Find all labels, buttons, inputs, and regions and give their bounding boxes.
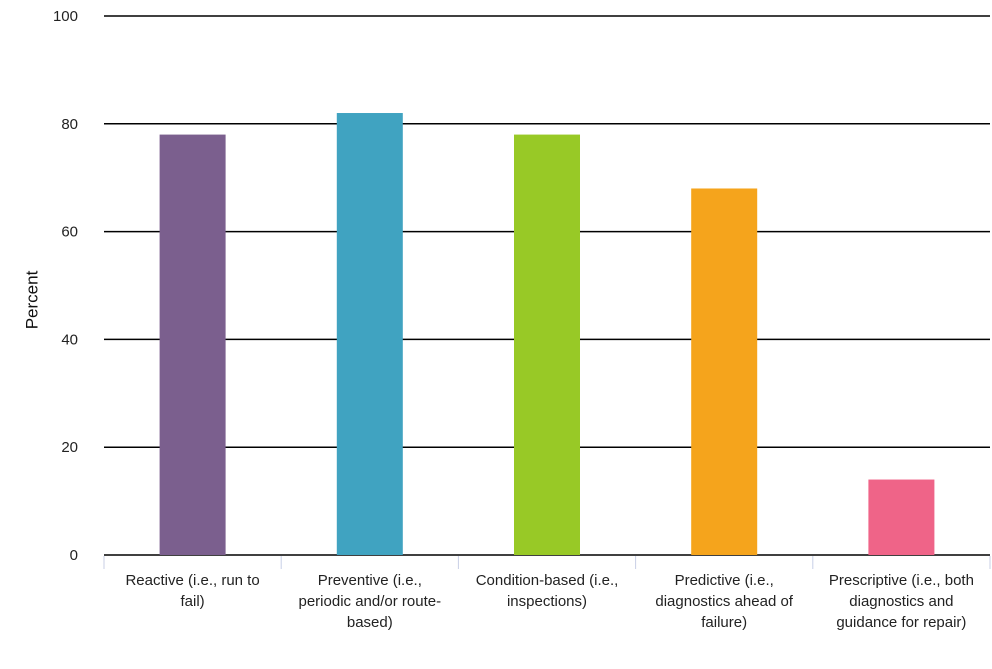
- bar-2: [336, 113, 403, 556]
- y-tick-label-80: 80: [61, 116, 78, 133]
- x-tick-marks: [103, 556, 991, 569]
- y-tick-label-60: 60: [61, 224, 78, 241]
- y-axis-label: Percent: [22, 270, 41, 330]
- bar-1: [159, 134, 226, 555]
- y-tick-label-100: 100: [53, 8, 78, 25]
- x-tick-label-4: Predictive (i.e., diagnostics ahead of f…: [655, 572, 793, 631]
- bar-5: [868, 479, 935, 555]
- x-tick-label-2: Preventive (i.e., periodic and/or route-…: [298, 572, 442, 631]
- x-tick-label-3: Condition-based (i.e., inspections): [475, 572, 619, 610]
- bar-3: [514, 134, 580, 555]
- x-tick-label-1: Reactive (i.e., run to fail): [125, 572, 260, 610]
- y-tick-labels: 0 20 40 60 80 100: [53, 8, 78, 564]
- y-tick-label-40: 40: [61, 331, 78, 348]
- x-tick-label-5: Prescriptive (i.e., both diagnostics and…: [828, 572, 974, 631]
- bar-4: [691, 188, 758, 556]
- y-tick-label-20: 20: [61, 439, 78, 456]
- y-axis-label-wrap: Percent: [2, 270, 62, 330]
- bars: [159, 113, 935, 556]
- y-tick-label-0: 0: [70, 547, 78, 564]
